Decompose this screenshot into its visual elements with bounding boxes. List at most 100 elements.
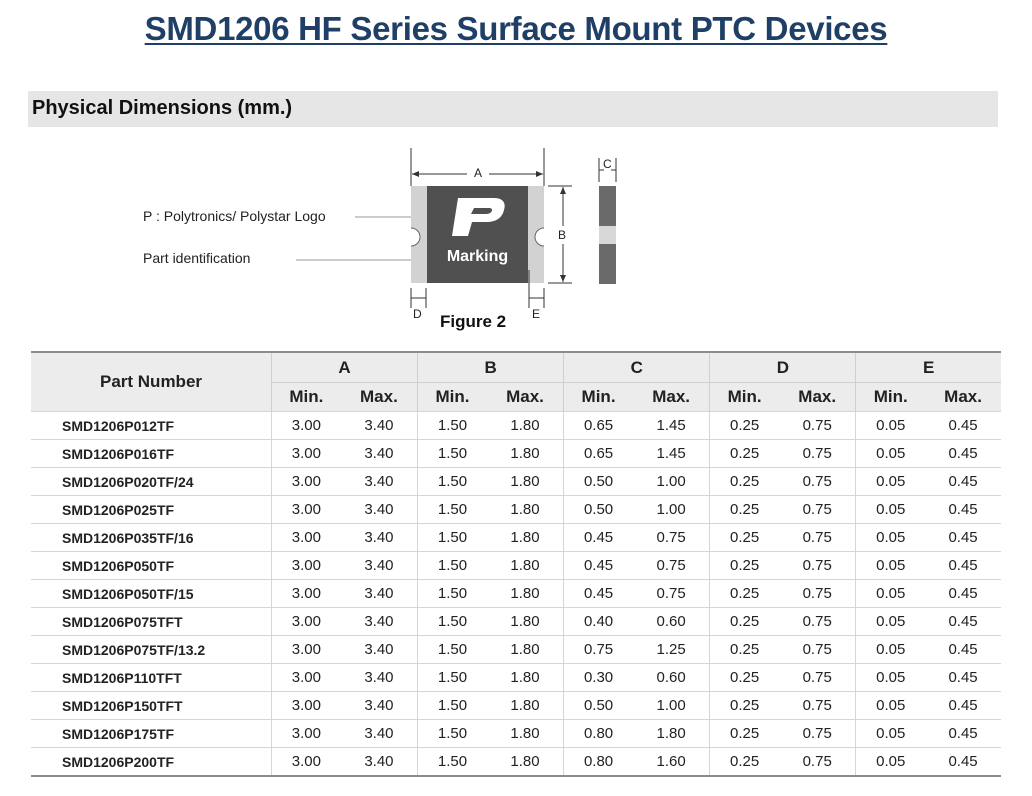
value-cell-a-min: 3.00 [271, 495, 341, 524]
value-cell-a-max: 3.40 [340, 467, 419, 496]
value-cell-d-min: 0.25 [709, 719, 780, 748]
value-cell-b-max: 1.80 [486, 579, 565, 608]
table-row: SMD1206P025TF 3.00 3.40 1.50 1.80 0.50 1.00 0.2… [31, 495, 1001, 524]
dimensions-table: Part Number A B C D E Min. Max. Min. Max. Mi… [31, 351, 1001, 777]
subheader-a-max: Max. [340, 382, 419, 412]
group-header-d: D [709, 351, 857, 383]
value-cell-b-min: 1.50 [417, 579, 487, 608]
value-cell-a-max: 3.40 [340, 607, 419, 636]
value-cell-b-min: 1.50 [417, 439, 487, 468]
value-cell-a-max: 3.40 [340, 551, 419, 580]
value-cell-a-max: 3.40 [340, 495, 419, 524]
value-cell-a-min: 3.00 [271, 467, 341, 496]
value-cell-d-min: 0.25 [709, 551, 780, 580]
value-cell-b-max: 1.80 [486, 607, 565, 636]
value-cell-e-min: 0.05 [855, 607, 926, 636]
value-cell-a-min: 3.00 [271, 607, 341, 636]
part-number-cell: SMD1206P050TF [31, 551, 272, 580]
value-cell-e-max: 0.45 [925, 747, 1001, 777]
page-title: SMD1206 HF Series Surface Mount PTC Devi… [144, 10, 888, 47]
value-cell-b-max: 1.80 [486, 719, 565, 748]
value-cell-c-max: 1.45 [632, 439, 711, 468]
value-cell-a-min: 3.00 [271, 439, 341, 468]
logo-icon [452, 198, 505, 236]
group-header-c: C [563, 351, 711, 383]
table-row: SMD1206P020TF/24 3.00 3.40 1.50 1.80 0.50 1.00… [31, 467, 1001, 496]
dim-label-b: B [558, 228, 567, 242]
value-cell-b-min: 1.50 [417, 691, 487, 720]
dimension-figure: A B C D E P : Polytronics/ Polystar Logo… [0, 0, 1032, 345]
subheader-b-min: Min. [417, 382, 487, 412]
value-cell-e-max: 0.45 [925, 663, 1001, 692]
value-cell-c-min: 0.65 [563, 411, 633, 440]
value-cell-c-min: 0.30 [563, 663, 633, 692]
value-cell-a-min: 3.00 [271, 551, 341, 580]
dim-label-e: E [532, 307, 541, 321]
dim-label-d: D [413, 307, 422, 321]
value-cell-e-min: 0.05 [855, 663, 926, 692]
value-cell-d-max: 0.75 [779, 579, 857, 608]
table-row: SMD1206P075TF/13.2 3.00 3.40 1.50 1.80 0.75 1.… [31, 635, 1001, 664]
value-cell-d-min: 0.25 [709, 691, 780, 720]
part-number-cell: SMD1206P012TF [31, 411, 272, 440]
value-cell-e-max: 0.45 [925, 467, 1001, 496]
value-cell-b-min: 1.50 [417, 551, 487, 580]
value-cell-c-min: 0.65 [563, 439, 633, 468]
value-cell-a-max: 3.40 [340, 411, 419, 440]
group-header-b: B [417, 351, 565, 383]
value-cell-a-max: 3.40 [340, 579, 419, 608]
value-cell-e-min: 0.05 [855, 495, 926, 524]
value-cell-e-min: 0.05 [855, 439, 926, 468]
value-cell-e-max: 0.45 [925, 691, 1001, 720]
value-cell-e-max: 0.45 [925, 719, 1001, 748]
figure-caption: Figure 2 [440, 312, 507, 331]
value-cell-c-min: 0.75 [563, 635, 633, 664]
group-header-a: A [271, 351, 419, 383]
part-number-cell: SMD1206P016TF [31, 439, 272, 468]
dim-label-c: C [603, 157, 612, 171]
value-cell-c-max: 1.00 [632, 691, 711, 720]
value-cell-c-min: 0.45 [563, 551, 633, 580]
marking-text: Marking [446, 248, 509, 265]
value-cell-d-min: 0.25 [709, 579, 780, 608]
part-number-header: Part Number [31, 351, 272, 412]
value-cell-b-min: 1.50 [417, 495, 487, 524]
table-row: SMD1206P050TF/15 3.00 3.40 1.50 1.80 0.45 0.75… [31, 579, 1001, 608]
value-cell-a-min: 3.00 [271, 579, 341, 608]
value-cell-b-max: 1.80 [486, 495, 565, 524]
value-cell-b-min: 1.50 [417, 719, 487, 748]
part-number-cell: SMD1206P175TF [31, 719, 272, 748]
table-row: SMD1206P012TF 3.00 3.40 1.50 1.80 0.65 1.45 0.2… [31, 411, 1001, 440]
component-drawing [296, 148, 617, 308]
value-cell-d-max: 0.75 [779, 467, 857, 496]
value-cell-b-min: 1.50 [417, 635, 487, 664]
part-id-callout-text: Part identification [143, 250, 251, 266]
value-cell-b-max: 1.80 [486, 691, 565, 720]
value-cell-a-min: 3.00 [271, 635, 341, 664]
value-cell-d-max: 0.75 [779, 523, 857, 552]
value-cell-c-min: 0.80 [563, 747, 633, 777]
part-number-cell: SMD1206P075TFT [31, 607, 272, 636]
value-cell-e-max: 0.45 [925, 523, 1001, 552]
value-cell-e-max: 0.45 [925, 551, 1001, 580]
value-cell-d-max: 0.75 [779, 719, 857, 748]
value-cell-a-max: 3.40 [340, 719, 419, 748]
section-header: Physical Dimensions (mm.) [28, 91, 998, 127]
table-row: SMD1206P050TF 3.00 3.40 1.50 1.80 0.45 0.75 0.2… [31, 551, 1001, 580]
value-cell-b-min: 1.50 [417, 411, 487, 440]
value-cell-e-min: 0.05 [855, 747, 926, 777]
group-header-e: E [855, 351, 1001, 383]
value-cell-a-min: 3.00 [271, 691, 341, 720]
polytronics-logo [446, 196, 508, 238]
value-cell-d-max: 0.75 [779, 691, 857, 720]
value-cell-a-max: 3.40 [340, 747, 419, 777]
value-cell-b-min: 1.50 [417, 607, 487, 636]
value-cell-d-max: 0.75 [779, 495, 857, 524]
value-cell-c-max: 1.80 [632, 719, 711, 748]
value-cell-c-max: 0.75 [632, 551, 711, 580]
subheader-e-max: Max. [925, 382, 1001, 412]
value-cell-c-min: 0.40 [563, 607, 633, 636]
value-cell-b-max: 1.80 [486, 523, 565, 552]
value-cell-d-max: 0.75 [779, 747, 857, 777]
value-cell-d-max: 0.75 [779, 663, 857, 692]
